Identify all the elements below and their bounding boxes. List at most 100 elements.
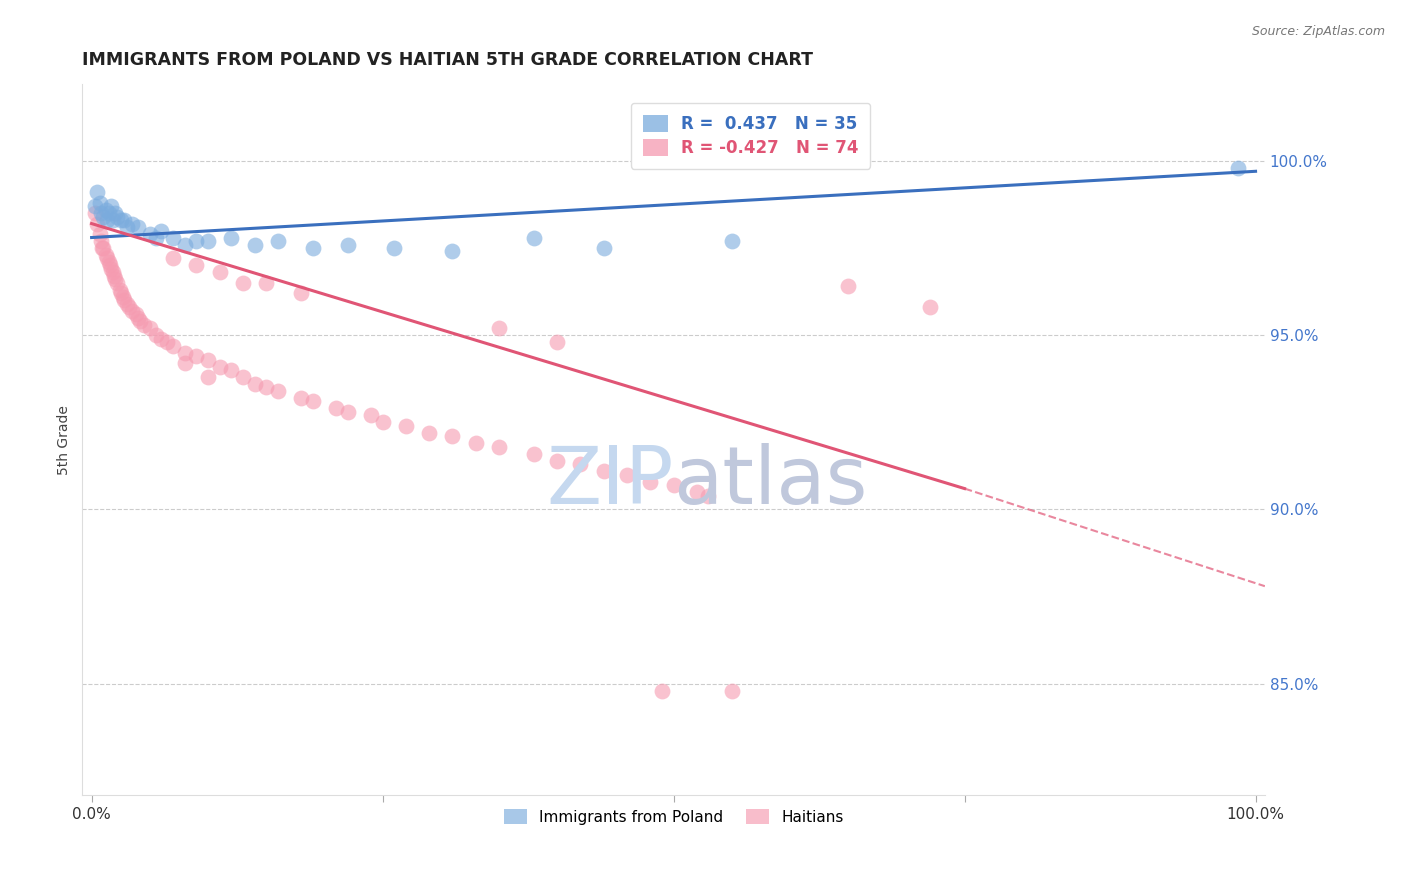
- Immigrants from Poland: [91, 210, 114, 224]
- Haitians: [208, 265, 231, 279]
- Haitians: [156, 335, 179, 350]
- Immigrants from Poland: [267, 234, 290, 248]
- Immigrants from Poland: [301, 241, 323, 255]
- Haitians: [325, 401, 347, 416]
- Immigrants from Poland: [112, 213, 135, 227]
- Immigrants from Poland: [104, 206, 127, 220]
- Haitians: [162, 252, 184, 266]
- Haitians: [686, 485, 709, 500]
- Immigrants from Poland: [523, 230, 546, 244]
- Haitians: [651, 683, 673, 698]
- Haitians: [662, 478, 685, 492]
- Immigrants from Poland: [592, 241, 614, 255]
- Haitians: [360, 409, 382, 423]
- Haitians: [441, 429, 464, 443]
- Haitians: [254, 380, 277, 394]
- Haitians: [616, 467, 638, 482]
- Immigrants from Poland: [127, 220, 149, 235]
- Immigrants from Poland: [84, 199, 107, 213]
- Haitians: [569, 457, 592, 471]
- Haitians: [86, 217, 108, 231]
- Haitians: [592, 464, 614, 478]
- Haitians: [101, 265, 124, 279]
- Haitians: [232, 370, 254, 384]
- Immigrants from Poland: [101, 213, 124, 227]
- Haitians: [464, 436, 486, 450]
- Haitians: [720, 683, 742, 698]
- Haitians: [127, 310, 149, 325]
- Haitians: [395, 418, 418, 433]
- Haitians: [918, 300, 941, 314]
- Haitians: [208, 359, 231, 374]
- Haitians: [254, 276, 277, 290]
- Immigrants from Poland: [96, 213, 118, 227]
- Haitians: [129, 314, 152, 328]
- Haitians: [523, 447, 546, 461]
- Haitians: [488, 321, 510, 335]
- Text: atlas: atlas: [673, 443, 868, 522]
- Haitians: [115, 297, 138, 311]
- Immigrants from Poland: [382, 241, 405, 255]
- Haitians: [546, 335, 568, 350]
- Immigrants from Poland: [720, 234, 742, 248]
- Haitians: [232, 276, 254, 290]
- Haitians: [91, 241, 114, 255]
- Haitians: [197, 370, 219, 384]
- Haitians: [108, 283, 131, 297]
- Text: Source: ZipAtlas.com: Source: ZipAtlas.com: [1251, 25, 1385, 38]
- Haitians: [162, 338, 184, 352]
- Immigrants from Poland: [90, 206, 112, 220]
- Haitians: [118, 300, 141, 314]
- Haitians: [125, 307, 148, 321]
- Haitians: [488, 440, 510, 454]
- Immigrants from Poland: [115, 220, 138, 235]
- Immigrants from Poland: [197, 234, 219, 248]
- Haitians: [290, 286, 312, 301]
- Immigrants from Poland: [150, 223, 173, 237]
- Immigrants from Poland: [100, 199, 122, 213]
- Haitians: [145, 328, 167, 343]
- Haitians: [186, 259, 208, 273]
- Haitians: [112, 290, 135, 304]
- Text: IMMIGRANTS FROM POLAND VS HAITIAN 5TH GRADE CORRELATION CHART: IMMIGRANTS FROM POLAND VS HAITIAN 5TH GR…: [83, 51, 813, 69]
- Immigrants from Poland: [219, 230, 242, 244]
- Haitians: [104, 272, 127, 286]
- Legend: Immigrants from Poland, Haitians: Immigrants from Poland, Haitians: [495, 799, 852, 834]
- Haitians: [105, 276, 128, 290]
- Immigrants from Poland: [139, 227, 162, 241]
- Haitians: [301, 394, 323, 409]
- Text: ZIP: ZIP: [546, 443, 673, 522]
- Immigrants from Poland: [1227, 161, 1250, 175]
- Haitians: [640, 475, 662, 489]
- Haitians: [173, 345, 195, 359]
- Haitians: [837, 279, 859, 293]
- Haitians: [219, 363, 242, 377]
- Haitians: [98, 259, 121, 273]
- Haitians: [336, 405, 359, 419]
- Immigrants from Poland: [145, 230, 167, 244]
- Haitians: [697, 489, 720, 503]
- Immigrants from Poland: [89, 195, 111, 210]
- Haitians: [418, 425, 440, 440]
- Immigrants from Poland: [162, 230, 184, 244]
- Immigrants from Poland: [441, 244, 464, 259]
- Haitians: [96, 252, 118, 266]
- Haitians: [100, 261, 122, 276]
- Haitians: [90, 234, 112, 248]
- Haitians: [290, 391, 312, 405]
- Immigrants from Poland: [98, 206, 121, 220]
- Haitians: [197, 352, 219, 367]
- Haitians: [546, 453, 568, 467]
- Haitians: [103, 268, 125, 283]
- Haitians: [139, 321, 162, 335]
- Haitians: [371, 415, 394, 429]
- Haitians: [84, 206, 107, 220]
- Immigrants from Poland: [94, 202, 117, 217]
- Haitians: [110, 286, 132, 301]
- Haitians: [91, 241, 114, 255]
- Immigrants from Poland: [243, 237, 266, 252]
- Haitians: [150, 332, 173, 346]
- Y-axis label: 5th Grade: 5th Grade: [58, 405, 72, 475]
- Haitians: [112, 293, 135, 308]
- Haitians: [94, 248, 117, 262]
